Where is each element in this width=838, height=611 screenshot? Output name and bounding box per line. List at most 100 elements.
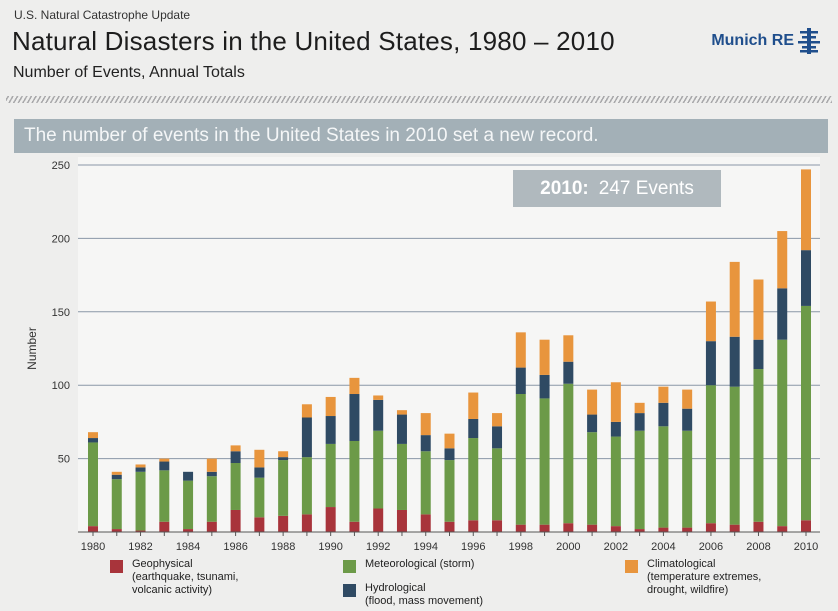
legend-swatch-hydrological <box>343 584 356 597</box>
bar-climatological-1998 <box>515 332 526 368</box>
bar-meteorological-2000 <box>563 383 574 524</box>
legend-label-climatological: Climatological <box>647 558 716 570</box>
legend-swatch-geophysical <box>110 560 123 573</box>
bar-climatological-1995 <box>444 433 455 449</box>
legend-label-meteorological: Meteorological (storm) <box>365 558 475 570</box>
bar-meteorological-1988 <box>278 460 289 516</box>
bar-hydrological-1985 <box>206 471 217 477</box>
bar-meteorological-2008 <box>753 369 764 522</box>
bar-geophysical-1990 <box>325 507 336 532</box>
logo-text: Munich RE <box>711 32 794 49</box>
bar-meteorological-1984 <box>183 480 194 530</box>
bar-hydrological-1981 <box>111 474 122 480</box>
bar-geophysical-1993 <box>396 509 407 532</box>
bar-geophysical-1994 <box>420 514 431 532</box>
bar-hydrological-1992 <box>373 399 384 431</box>
bar-meteorological-2001 <box>587 432 598 525</box>
bar-geophysical-2004 <box>658 527 669 532</box>
bar-meteorological-1994 <box>420 451 431 515</box>
record-callout: 2010: 247 Events <box>513 170 721 207</box>
bar-meteorological-1982 <box>135 471 146 531</box>
legend-desc-geophysical-1: (earthquake, tsunami, <box>132 571 239 583</box>
y-tick-label: 50 <box>58 454 70 466</box>
bar-meteorological-1992 <box>373 430 384 509</box>
bar-climatological-1991 <box>349 377 360 395</box>
bar-climatological-1981 <box>111 471 122 475</box>
bar-climatological-1983 <box>159 458 170 462</box>
bar-geophysical-2003 <box>634 529 645 532</box>
bar-climatological-1992 <box>373 395 384 400</box>
bar-meteorological-2003 <box>634 430 645 530</box>
bar-geophysical-1987 <box>254 517 265 532</box>
bar-geophysical-1995 <box>444 521 455 532</box>
bar-meteorological-2006 <box>705 385 716 524</box>
bar-geophysical-1980 <box>88 526 98 532</box>
bar-geophysical-1997 <box>492 520 503 532</box>
bar-geophysical-2005 <box>682 527 693 532</box>
y-axis-label: Number <box>25 327 39 370</box>
bar-climatological-1994 <box>420 413 431 436</box>
bar-hydrological-1987 <box>254 467 265 478</box>
x-tick-label: 2000 <box>556 541 580 553</box>
bar-climatological-1989 <box>301 404 312 418</box>
bar-geophysical-1985 <box>206 521 217 532</box>
bar-meteorological-2004 <box>658 426 669 528</box>
legend-desc-climatological-2: drought, wildfire) <box>647 584 729 596</box>
bar-climatological-1982 <box>135 464 146 468</box>
bar-geophysical-1996 <box>468 520 479 532</box>
bar-hydrological-2004 <box>658 402 669 427</box>
bar-hydrological-1989 <box>301 417 312 458</box>
legend-label-hydrological: Hydrological <box>365 582 426 594</box>
bar-geophysical-1991 <box>349 521 360 532</box>
bar-meteorological-1983 <box>159 470 170 522</box>
bar-geophysical-1998 <box>515 524 526 532</box>
bar-meteorological-1990 <box>325 443 336 508</box>
report-label: U.S. Natural Catastrophe Update <box>14 8 191 22</box>
bar-geophysical-1999 <box>539 524 550 532</box>
decorative-hatch-divider <box>6 96 832 103</box>
bar-meteorological-1987 <box>254 477 265 518</box>
bar-geophysical-2008 <box>753 521 764 532</box>
bar-meteorological-1996 <box>468 438 479 521</box>
bar-climatological-2007 <box>729 261 740 337</box>
bar-hydrological-2006 <box>705 341 716 386</box>
x-tick-label: 2010 <box>794 541 818 553</box>
bar-climatological-2002 <box>610 382 621 422</box>
munich-re-logo: Munich RE <box>711 28 820 54</box>
bar-hydrological-2000 <box>563 361 574 384</box>
bar-geophysical-1992 <box>373 508 384 532</box>
bar-climatological-1986 <box>230 445 241 452</box>
x-tick-label: 1988 <box>271 541 295 553</box>
bar-hydrological-1990 <box>325 416 336 444</box>
bar-climatological-2004 <box>658 386 669 403</box>
bar-hydrological-1984 <box>183 471 194 481</box>
bar-hydrological-2003 <box>634 413 645 431</box>
bar-hydrological-1991 <box>349 394 360 441</box>
legend-desc-hydrological-1: (flood, mass movement) <box>365 595 483 607</box>
bar-hydrological-1996 <box>468 418 479 439</box>
bar-meteorological-1989 <box>301 457 312 515</box>
legend-swatch-meteorological <box>343 560 356 573</box>
bar-climatological-2006 <box>705 301 716 342</box>
x-tick-label: 1996 <box>461 541 485 553</box>
bar-geophysical-1981 <box>111 529 122 532</box>
bar-meteorological-2007 <box>729 386 740 525</box>
bar-geophysical-2007 <box>729 524 740 532</box>
banner-text: The number of events in the United State… <box>24 125 599 146</box>
bar-geophysical-2010 <box>801 520 811 532</box>
bar-climatological-2010 <box>801 169 811 251</box>
legend-desc-geophysical-2: volcanic activity) <box>132 584 213 596</box>
munich-re-icon <box>798 28 820 54</box>
y-tick-label: 150 <box>52 307 70 319</box>
bar-climatological-2000 <box>563 335 574 362</box>
bar-meteorological-1985 <box>206 476 217 522</box>
x-tick-label: 1998 <box>509 541 533 553</box>
bar-meteorological-1986 <box>230 463 241 510</box>
bar-meteorological-2010 <box>801 305 811 521</box>
bar-hydrological-1983 <box>159 461 170 471</box>
bar-hydrological-1997 <box>492 426 503 449</box>
bar-meteorological-2002 <box>610 436 621 527</box>
bar-hydrological-1986 <box>230 451 241 464</box>
bar-geophysical-2001 <box>587 524 598 532</box>
